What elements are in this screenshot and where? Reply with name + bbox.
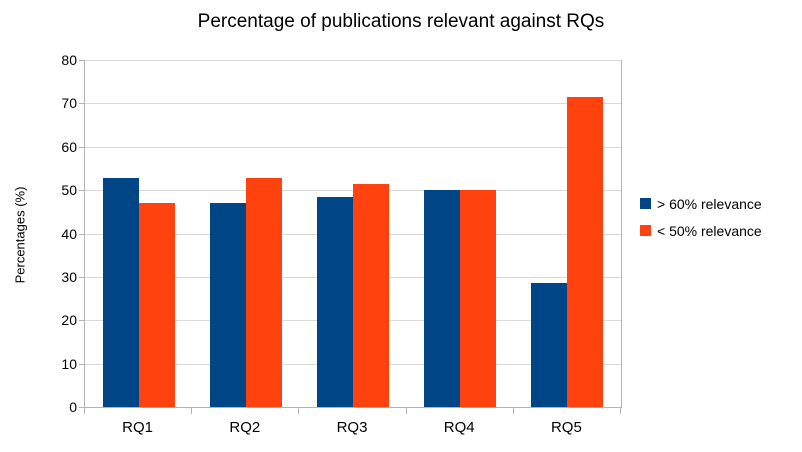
x-tick-label-rq2: RQ2 xyxy=(229,419,261,436)
plot-area xyxy=(84,60,622,408)
y-tick-mark-70 xyxy=(79,103,84,105)
bar-rq5-series-2 xyxy=(567,97,604,407)
bar-rq1-series-2 xyxy=(138,202,175,407)
y-axis-title: Percentages (%) xyxy=(12,186,28,284)
legend-label: < 50% relevance xyxy=(657,222,762,239)
x-tick-mark-1 xyxy=(191,408,193,414)
x-tick-label-rq3: RQ3 xyxy=(336,419,368,436)
y-tick-label-50: 50 xyxy=(61,182,77,199)
bar-rq1-series-1 xyxy=(102,177,139,407)
y-tick-label-40: 40 xyxy=(61,225,77,242)
legend-marker-icon xyxy=(640,225,651,236)
bar-rq3-series-1 xyxy=(317,196,353,407)
chart-title: Percentage of publications relevant agai… xyxy=(197,11,605,32)
y-tick-label-70: 70 xyxy=(61,95,77,112)
legend-label: > 60% relevance xyxy=(657,195,762,212)
y-tick-label-60: 60 xyxy=(61,138,77,155)
gridline-y-80 xyxy=(85,60,621,61)
bar-rq2-series-1 xyxy=(209,202,246,407)
x-tick-label-rq1: RQ1 xyxy=(122,419,154,436)
y-tick-mark-80 xyxy=(79,60,84,61)
bar-rq4-series-2 xyxy=(460,190,497,407)
legend: > 60% relevance < 50% relevance xyxy=(640,190,762,244)
bar-rq3-series-2 xyxy=(353,183,389,407)
y-tick-label-0: 0 xyxy=(69,399,77,415)
legend-item-1: > 60% relevance xyxy=(640,190,762,217)
bar-rq4-series-1 xyxy=(424,190,461,407)
y-tick-label-30: 30 xyxy=(61,268,77,285)
y-tick-mark-0 xyxy=(79,407,84,408)
x-tick-mark-0 xyxy=(84,408,85,414)
bar-rq5-series-1 xyxy=(531,282,568,407)
y-tick-mark-30 xyxy=(79,276,84,278)
legend-item-2: < 50% relevance xyxy=(640,217,762,244)
y-tick-mark-40 xyxy=(79,233,84,235)
y-tick-mark-50 xyxy=(79,190,84,192)
x-tick-mark-2 xyxy=(298,408,300,414)
x-tick-label-rq4: RQ4 xyxy=(443,419,475,436)
x-tick-mark-3 xyxy=(405,408,407,414)
x-tick-mark-5 xyxy=(620,408,621,414)
y-tick-mark-20 xyxy=(79,320,84,322)
legend-marker-icon xyxy=(640,198,651,209)
gridline-y-60 xyxy=(85,146,621,148)
y-tick-label-10: 10 xyxy=(61,355,77,372)
x-tick-label-rq5: RQ5 xyxy=(550,419,582,436)
x-tick-mark-4 xyxy=(512,408,514,414)
y-tick-label-20: 20 xyxy=(61,312,77,329)
y-tick-mark-60 xyxy=(79,146,84,148)
y-tick-mark-10 xyxy=(79,363,84,365)
gridline-y-70 xyxy=(85,103,621,105)
y-tick-label-80: 80 xyxy=(61,52,77,68)
bar-rq2-series-2 xyxy=(245,177,282,407)
